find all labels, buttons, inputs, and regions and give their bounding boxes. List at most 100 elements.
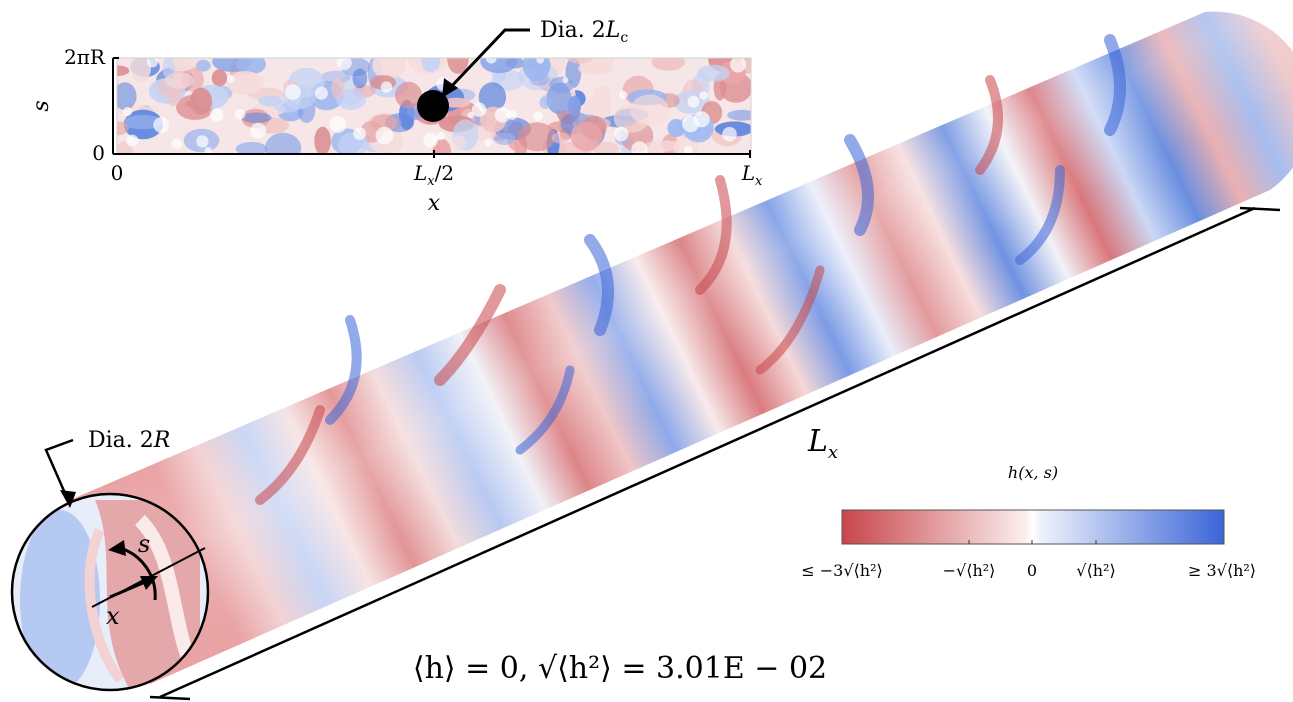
inset-blob (442, 97, 471, 108)
inset-blob (493, 132, 516, 145)
inset-blob (577, 61, 613, 76)
inset-highlight (436, 132, 445, 141)
colorbar (841, 509, 1225, 545)
inset-highlight (337, 58, 352, 70)
inset-highlight (683, 145, 693, 154)
inset-blob (166, 89, 181, 106)
inset-blob (352, 68, 368, 89)
colorbar-tick-min: ≤ −3√⟨h²⟩ (801, 561, 882, 580)
inset-blob (525, 58, 551, 71)
inset-blob (395, 81, 422, 109)
inset-highlight (353, 127, 366, 140)
inset-blob (643, 140, 682, 152)
inset-highlight (485, 58, 497, 64)
inset-y-axis-label: s (29, 100, 54, 111)
inset-blob (518, 122, 556, 152)
inset-blob (189, 87, 212, 115)
inset-blobs (117, 58, 751, 154)
diameter-callout-leader (44, 438, 76, 508)
inset-highlight (227, 75, 235, 83)
inset-highlight (614, 126, 629, 142)
inset-highlight (375, 126, 394, 145)
inset-blob (478, 82, 507, 112)
colorbar-tick-pos: √⟨h²⟩ (1076, 561, 1115, 580)
colorbar-tick-max: ≥ 3√⟨h²⟩ (1188, 561, 1256, 580)
inset-highlight (250, 122, 267, 139)
inset-blob (651, 58, 685, 71)
inset-highlight (618, 90, 628, 100)
correlation-disk (417, 28, 530, 122)
inset-highlight (153, 117, 170, 133)
cylinder-end-cap (10, 492, 210, 692)
inset-blob (117, 121, 129, 136)
inset-blob (421, 58, 440, 73)
inset-blob (727, 109, 751, 121)
inset-x-mid-label: Lx/2 (413, 161, 454, 189)
inset-blob (226, 71, 264, 95)
inset-highlight (315, 86, 328, 100)
inset-blob (539, 96, 552, 109)
cap-x-label: x (106, 602, 120, 630)
inset-highlight (126, 134, 139, 147)
inset-blob (567, 95, 581, 116)
inset-highlight (562, 77, 569, 84)
inset-highlight (122, 106, 133, 117)
inset-highlight (687, 95, 700, 108)
inset-highlight (380, 81, 393, 93)
inset-blob (593, 141, 619, 154)
inset-blob (336, 89, 367, 110)
length-label: Lx (807, 424, 838, 463)
inset-blob (630, 94, 669, 126)
inset-blob (264, 132, 302, 154)
inset-highlight (146, 58, 159, 68)
inset-blob (447, 58, 469, 74)
inset-blob (241, 112, 272, 124)
inset-highlight (484, 138, 492, 147)
inset-blob (236, 58, 266, 75)
inset-y-top-label: 2πR (64, 45, 106, 69)
inset-x-right-label: Lx (741, 161, 763, 189)
colorbar-tick-neg: −√⟨h²⟩ (943, 561, 996, 580)
inset-highlight (471, 102, 487, 117)
inset-blob (570, 122, 603, 151)
inset-blob (331, 77, 345, 99)
inset-blob (450, 135, 466, 151)
colorbar-title: h(x, s) (1008, 463, 1058, 482)
length-dimension (149, 206, 1281, 701)
inset-highlight (533, 111, 543, 122)
inset-blob (372, 58, 406, 80)
inset-blob (130, 58, 151, 83)
inset-highlight (171, 138, 183, 149)
inset-highlight (730, 58, 747, 73)
colorbar-tick-zero: 0 (1027, 561, 1037, 580)
inset-blob (566, 58, 594, 64)
inset-highlight (209, 108, 224, 122)
inset-blob (117, 82, 137, 110)
inset-highlight (693, 111, 710, 128)
inset-blob (273, 99, 301, 113)
inset-blob (117, 65, 130, 76)
inset-x-axis-label: x (428, 191, 441, 216)
inset-highlight (423, 133, 438, 148)
inset-highlight (631, 141, 648, 154)
inset-blob (667, 118, 686, 138)
inset-blob (123, 114, 163, 130)
inset-blob (551, 132, 570, 144)
inset-highlight (536, 58, 544, 64)
inset-y-bottom-label: 0 (92, 141, 105, 165)
inset-blob (195, 59, 211, 72)
diameter-callout-text: Dia. 2R (88, 428, 170, 453)
cap-s-label: s (138, 530, 150, 558)
inset-blob (480, 58, 518, 74)
inset-highlight (699, 91, 708, 100)
inset-highlight (196, 135, 209, 148)
stats-text: ⟨h⟩ = 0, √⟨h²⟩ = 3.01E − 02 (413, 651, 827, 686)
inset-blob (211, 69, 228, 87)
inset-blob (235, 142, 268, 154)
inset-highlight (329, 116, 347, 133)
inset-blob (592, 85, 612, 112)
inset-blob (164, 72, 195, 89)
inset-blob (314, 126, 331, 154)
correlation-callout-text: Dia. 2Lc (540, 18, 628, 46)
